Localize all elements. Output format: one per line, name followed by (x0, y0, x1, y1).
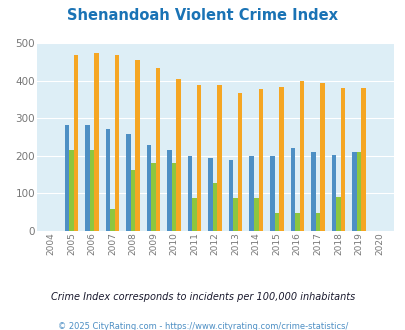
Bar (74, 54, 78, 231)
Bar (351, 152, 356, 231)
Bar (315, 213, 319, 231)
Bar (208, 158, 212, 231)
Bar (249, 156, 254, 231)
Bar (151, 163, 156, 231)
Bar (237, 92, 242, 231)
Text: Crime Index corresponds to incidents per 100,000 inhabitants: Crime Index corresponds to incidents per… (51, 292, 354, 302)
Bar (217, 85, 222, 231)
Bar (331, 155, 335, 231)
Bar (258, 89, 262, 231)
Bar (115, 55, 119, 231)
Bar (278, 86, 283, 231)
Bar (85, 124, 90, 231)
Bar (171, 163, 176, 231)
Bar (188, 156, 192, 231)
Bar (228, 159, 233, 231)
Bar (156, 69, 160, 231)
Bar (319, 83, 324, 231)
Bar (290, 148, 294, 231)
Bar (340, 88, 344, 231)
Bar (294, 213, 299, 231)
Bar (167, 150, 171, 231)
Bar (269, 156, 274, 231)
Bar (69, 150, 74, 231)
Bar (90, 150, 94, 231)
Text: Shenandoah Violent Crime Index: Shenandoah Violent Crime Index (67, 8, 338, 23)
Bar (110, 209, 115, 231)
Bar (335, 197, 340, 231)
Bar (360, 88, 365, 231)
Bar (147, 145, 151, 231)
Bar (130, 170, 135, 231)
Bar (94, 53, 98, 231)
Bar (105, 129, 110, 231)
Text: © 2025 CityRating.com - https://www.cityrating.com/crime-statistics/: © 2025 CityRating.com - https://www.city… (58, 322, 347, 330)
Bar (212, 183, 217, 231)
Bar (192, 198, 196, 231)
Bar (196, 85, 201, 231)
Bar (254, 198, 258, 231)
Bar (299, 81, 303, 231)
Bar (176, 79, 181, 231)
Bar (135, 60, 139, 231)
Bar (274, 213, 278, 231)
Bar (126, 134, 130, 231)
Bar (310, 152, 315, 231)
Bar (356, 152, 360, 231)
Bar (233, 198, 237, 231)
Bar (64, 124, 69, 231)
